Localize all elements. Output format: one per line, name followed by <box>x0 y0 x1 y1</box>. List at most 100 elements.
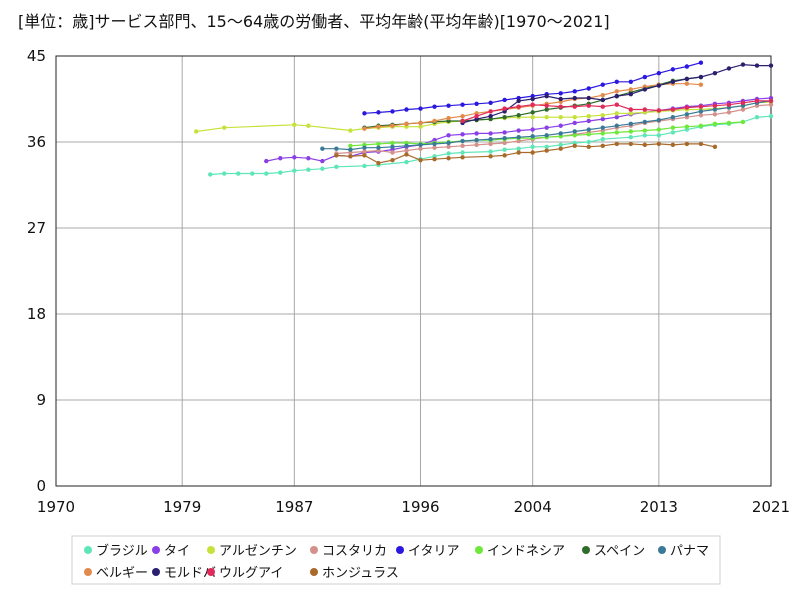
data-point <box>488 141 493 147</box>
data-point <box>698 74 704 80</box>
data-point <box>418 146 423 151</box>
legend-label: アルゼンチン <box>219 544 297 559</box>
data-point <box>600 97 605 103</box>
legend-item: イタリア <box>396 544 459 559</box>
data-point <box>558 114 563 120</box>
legend-item: ウルグアイ <box>207 566 283 581</box>
x-tick-label: 1979 <box>163 498 201 516</box>
data-point <box>572 120 577 126</box>
legend-label: インドネシア <box>487 544 565 559</box>
data-point <box>502 97 507 103</box>
data-point <box>670 114 676 120</box>
y-tick-label: 27 <box>27 219 46 237</box>
data-point <box>670 125 676 130</box>
data-point <box>418 124 423 129</box>
data-point <box>432 157 437 162</box>
legend-item: パナマ <box>658 544 709 559</box>
data-point <box>404 152 409 157</box>
data-point <box>544 107 549 112</box>
data-point <box>572 143 577 149</box>
data-point <box>460 118 465 124</box>
data-point <box>670 107 676 112</box>
data-point <box>488 131 493 136</box>
data-point <box>600 136 605 142</box>
data-point <box>404 148 409 153</box>
data-point <box>684 124 690 129</box>
legend-label: ブラジル <box>96 543 148 559</box>
data-point <box>544 114 549 120</box>
series-line <box>208 114 774 177</box>
data-point <box>516 150 521 155</box>
data-point <box>236 171 241 176</box>
data-point <box>656 117 662 123</box>
data-point <box>712 121 718 127</box>
data-point <box>516 104 521 109</box>
data-point <box>390 109 395 114</box>
legend-item: コスタリカ <box>310 544 387 559</box>
data-point <box>684 81 690 86</box>
data-point <box>376 141 381 147</box>
data-point <box>530 127 535 132</box>
y-tick-label: 18 <box>27 305 46 323</box>
data-point <box>586 132 591 137</box>
legend-label: イタリア <box>408 544 459 559</box>
data-point <box>628 92 634 97</box>
data-point <box>516 135 521 140</box>
data-point <box>698 141 704 147</box>
data-point <box>488 100 493 106</box>
data-point <box>628 121 634 127</box>
data-point <box>488 154 493 159</box>
plot-frame <box>55 55 772 487</box>
data-point <box>628 111 634 116</box>
legend-label: タイ <box>164 544 190 559</box>
data-point <box>348 143 353 149</box>
data-point <box>544 125 549 130</box>
data-point <box>544 148 549 153</box>
data-point <box>348 128 353 133</box>
data-point <box>544 144 549 149</box>
data-point <box>193 129 199 134</box>
legend-item: スペイン <box>582 544 645 559</box>
data-point <box>292 122 297 128</box>
data-point <box>712 71 718 76</box>
data-point <box>348 147 353 152</box>
data-point <box>558 123 563 128</box>
data-point <box>544 93 549 99</box>
data-point <box>306 167 311 172</box>
legend-marker <box>310 546 318 554</box>
legend-marker <box>84 568 92 576</box>
data-point <box>614 130 619 135</box>
data-point <box>754 114 760 120</box>
data-point <box>502 114 507 120</box>
data-point <box>656 141 662 147</box>
data-point <box>600 143 605 149</box>
series-line <box>334 141 718 166</box>
data-point <box>222 171 227 176</box>
data-point <box>222 125 227 130</box>
data-point <box>320 158 325 164</box>
data-point <box>698 113 704 118</box>
data-point <box>600 131 605 136</box>
data-point <box>754 98 760 104</box>
data-point <box>684 105 690 110</box>
data-point <box>460 155 465 160</box>
data-point <box>628 87 634 92</box>
data-point <box>488 136 493 142</box>
data-point <box>446 115 451 121</box>
data-point <box>362 149 367 154</box>
y-tick-label: 0 <box>36 477 46 495</box>
data-point <box>586 86 591 91</box>
data-point <box>698 109 704 114</box>
data-point <box>642 133 648 138</box>
x-tick-label: 1996 <box>401 498 439 516</box>
data-point <box>544 103 549 108</box>
data-point <box>460 102 465 107</box>
data-point <box>614 114 619 120</box>
data-point <box>586 118 591 124</box>
data-point <box>446 151 451 156</box>
data-point <box>656 71 662 76</box>
data-point <box>516 146 521 151</box>
series-line <box>362 60 704 116</box>
data-point <box>586 139 591 145</box>
